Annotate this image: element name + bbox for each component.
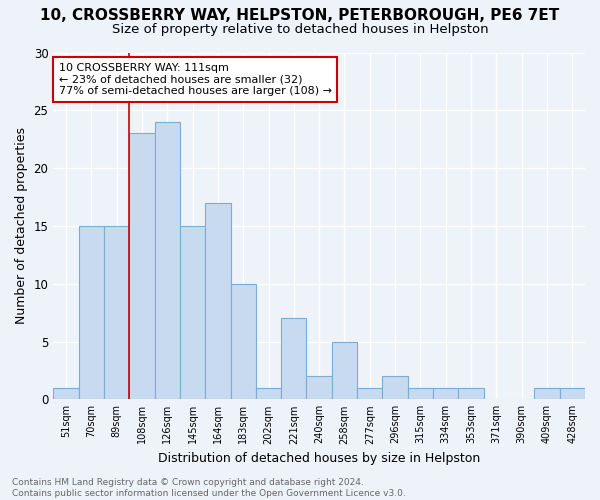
Bar — [535, 388, 560, 400]
Bar — [382, 376, 408, 400]
Bar — [357, 388, 382, 400]
Bar — [104, 226, 129, 400]
Bar — [230, 284, 256, 400]
Y-axis label: Number of detached properties: Number of detached properties — [15, 128, 28, 324]
Text: 10 CROSSBERRY WAY: 111sqm
← 23% of detached houses are smaller (32)
77% of semi-: 10 CROSSBERRY WAY: 111sqm ← 23% of detac… — [59, 63, 332, 96]
Bar — [408, 388, 433, 400]
Bar — [79, 226, 104, 400]
Bar — [281, 318, 307, 400]
Bar — [332, 342, 357, 400]
Bar — [256, 388, 281, 400]
Bar — [205, 203, 230, 400]
Text: 10, CROSSBERRY WAY, HELPSTON, PETERBOROUGH, PE6 7ET: 10, CROSSBERRY WAY, HELPSTON, PETERBOROU… — [40, 8, 560, 22]
Bar — [307, 376, 332, 400]
Text: Contains HM Land Registry data © Crown copyright and database right 2024.
Contai: Contains HM Land Registry data © Crown c… — [12, 478, 406, 498]
Text: Size of property relative to detached houses in Helpston: Size of property relative to detached ho… — [112, 22, 488, 36]
Bar — [458, 388, 484, 400]
Bar — [180, 226, 205, 400]
X-axis label: Distribution of detached houses by size in Helpston: Distribution of detached houses by size … — [158, 452, 480, 465]
Bar — [53, 388, 79, 400]
Bar — [433, 388, 458, 400]
Bar — [129, 134, 155, 400]
Bar — [560, 388, 585, 400]
Bar — [155, 122, 180, 400]
